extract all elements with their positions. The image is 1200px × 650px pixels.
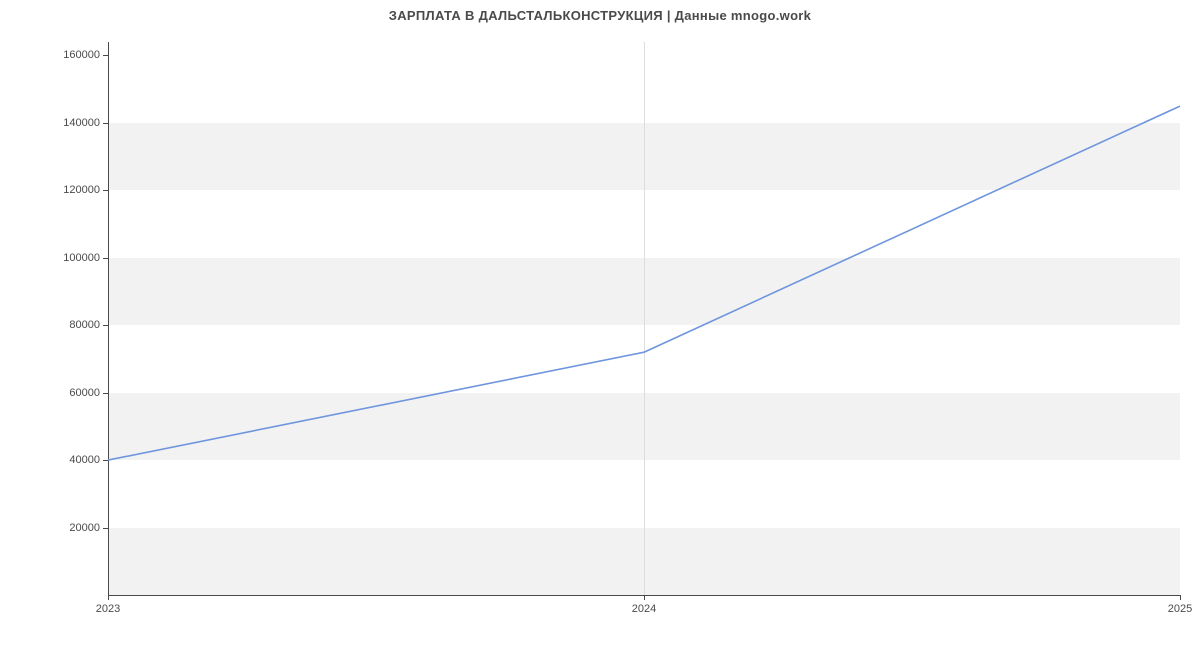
series-line bbox=[108, 106, 1180, 460]
series-svg bbox=[108, 42, 1180, 595]
y-tick-label: 120000 bbox=[63, 184, 108, 196]
y-tick-label: 20000 bbox=[69, 522, 108, 534]
y-tick-label: 140000 bbox=[63, 117, 108, 129]
x-tick-label: 2023 bbox=[96, 595, 120, 615]
y-tick-label: 60000 bbox=[69, 387, 108, 399]
y-tick-label: 40000 bbox=[69, 454, 108, 466]
y-tick-label: 160000 bbox=[63, 49, 108, 61]
x-tick-label: 2025 bbox=[1168, 595, 1192, 615]
chart-container: ЗАРПЛАТА В ДАЛЬСТАЛЬКОНСТРУКЦИЯ | Данные… bbox=[0, 0, 1200, 650]
x-tick-label: 2024 bbox=[632, 595, 656, 615]
plot-area: 2000040000600008000010000012000014000016… bbox=[108, 42, 1180, 595]
y-tick-label: 100000 bbox=[63, 252, 108, 264]
y-tick-label: 80000 bbox=[69, 319, 108, 331]
chart-title: ЗАРПЛАТА В ДАЛЬСТАЛЬКОНСТРУКЦИЯ | Данные… bbox=[0, 8, 1200, 23]
